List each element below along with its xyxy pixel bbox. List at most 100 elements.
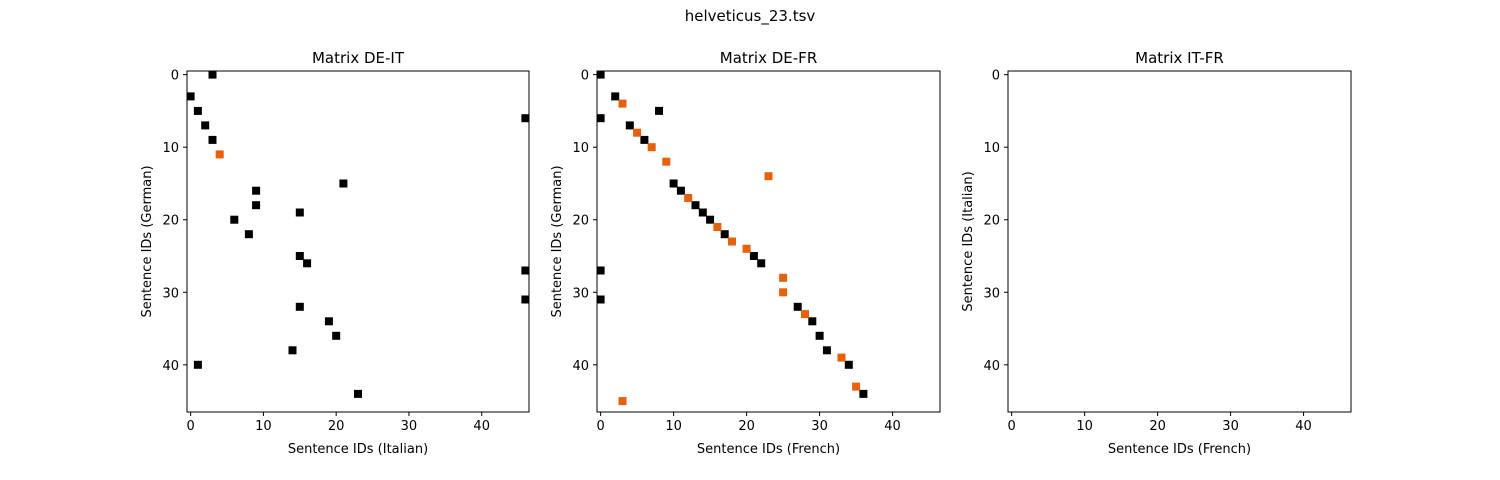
- x-tick-label: 30: [1222, 419, 1239, 434]
- data-point-orange: [633, 128, 642, 137]
- y-tick-label: 40: [162, 359, 179, 374]
- data-point-black: [596, 70, 605, 79]
- x-tick-label: 20: [738, 419, 755, 434]
- x-tick-label: 20: [1149, 419, 1166, 434]
- data-point-black: [655, 106, 663, 115]
- data-point-black: [288, 346, 297, 355]
- data-point-black: [295, 302, 304, 311]
- data-point-black: [596, 295, 605, 304]
- x-tick-label: 10: [255, 419, 272, 434]
- x-axis-label: Sentence IDs (Italian): [288, 442, 428, 457]
- data-point-orange: [852, 382, 861, 391]
- x-tick-label: 40: [473, 419, 490, 434]
- y-axis-label: Sentence IDs (German): [550, 165, 565, 317]
- panel-title: Matrix DE-IT: [312, 49, 405, 67]
- data-point-orange: [662, 157, 671, 166]
- data-point-black: [611, 92, 620, 101]
- data-point-black: [186, 92, 195, 101]
- data-point-black: [201, 121, 210, 130]
- data-point-orange: [713, 223, 722, 231]
- data-point-black: [208, 70, 217, 79]
- data-point-black: [339, 179, 348, 188]
- data-point-black: [193, 360, 202, 369]
- x-tick-label: 30: [811, 419, 828, 434]
- data-point-orange: [764, 172, 773, 181]
- data-point-black: [596, 114, 605, 123]
- y-tick-label: 20: [983, 214, 1000, 229]
- x-tick-label: 40: [1295, 419, 1312, 434]
- data-point-black: [669, 179, 678, 188]
- axes-frame: [1007, 70, 1352, 413]
- y-tick-label: 0: [992, 69, 1000, 84]
- data-point-black: [193, 106, 202, 115]
- x-tick-label: 20: [328, 419, 345, 434]
- data-point-black: [757, 259, 766, 268]
- data-point-black: [295, 252, 304, 260]
- x-tick-label: 30: [401, 419, 418, 434]
- x-tick-label: 0: [1008, 419, 1016, 434]
- panel-title: Matrix IT-FR: [1135, 49, 1224, 67]
- panel-2: 0 10 20 30 40 0 10 20 30 40 Matrix DE-FR Sentence I…: [550, 49, 941, 457]
- data-point-black: [324, 317, 333, 326]
- y-tick-label: 30: [162, 286, 179, 301]
- x-tick-label: 40: [884, 419, 901, 434]
- data-point-orange: [728, 237, 736, 246]
- data-point-black: [859, 389, 868, 398]
- y-tick-label: 10: [572, 141, 589, 156]
- y-tick-label: 30: [572, 286, 589, 301]
- data-point-orange: [801, 310, 809, 319]
- data-point-orange: [837, 353, 846, 362]
- data-point-black: [596, 266, 605, 275]
- y-tick-label: 10: [983, 141, 1000, 156]
- data-point-black: [676, 186, 685, 195]
- y-tick-label: 20: [572, 214, 589, 229]
- y-tick-label: 0: [581, 69, 589, 84]
- data-point-black: [808, 317, 817, 326]
- data-point-black: [252, 186, 261, 195]
- data-point-black: [521, 295, 530, 304]
- data-point-black: [354, 389, 362, 398]
- data-point-black: [720, 230, 729, 239]
- x-tick-label: 10: [1076, 419, 1093, 434]
- data-point-black: [815, 331, 824, 340]
- data-point-black: [793, 302, 802, 311]
- y-tick-label: 40: [572, 359, 589, 374]
- data-point-black: [244, 230, 253, 239]
- data-point-orange: [684, 194, 693, 202]
- data-point-orange: [618, 99, 627, 108]
- y-tick-label: 0: [171, 69, 179, 84]
- data-point-black: [521, 266, 530, 275]
- data-point-orange: [215, 150, 224, 159]
- data-point-black: [698, 208, 707, 217]
- panel-3: 0 10 20 30 40 0 10 20 30 40 Matrix IT-FR Sentence I…: [961, 49, 1352, 457]
- data-point-orange: [618, 397, 627, 406]
- figure-title: helveticus_23.tsv: [684, 7, 816, 25]
- y-tick-label: 40: [983, 359, 1000, 374]
- x-axis-label: Sentence IDs (French): [697, 442, 840, 457]
- y-tick-label: 20: [162, 214, 179, 229]
- axes-frame: [186, 70, 530, 413]
- data-point-black: [625, 121, 634, 130]
- data-point-black: [844, 360, 853, 369]
- data-point-orange: [647, 143, 656, 152]
- data-point-black: [332, 331, 341, 340]
- data-point-black: [749, 252, 758, 260]
- data-point-black: [822, 346, 831, 355]
- y-axis-label: Sentence IDs (Italian): [961, 171, 976, 311]
- data-point-black: [208, 135, 217, 144]
- y-axis-label: Sentence IDs (German): [140, 165, 155, 317]
- data-point-black: [691, 201, 700, 210]
- panel-1: 0 10 20 30 40 0 10 20 30 40 Matrix DE-IT Sentence I…: [140, 49, 530, 457]
- data-point-black: [706, 215, 715, 224]
- data-point-orange: [779, 288, 788, 297]
- x-tick-label: 10: [665, 419, 682, 434]
- data-point-orange: [779, 273, 788, 282]
- data-point-black: [295, 208, 304, 217]
- x-tick-label: 0: [597, 419, 605, 434]
- data-point-black: [640, 135, 649, 144]
- data-point-black: [303, 259, 312, 268]
- axes-frame: [596, 70, 941, 413]
- data-point-orange: [742, 244, 751, 253]
- data-point-black: [252, 201, 261, 210]
